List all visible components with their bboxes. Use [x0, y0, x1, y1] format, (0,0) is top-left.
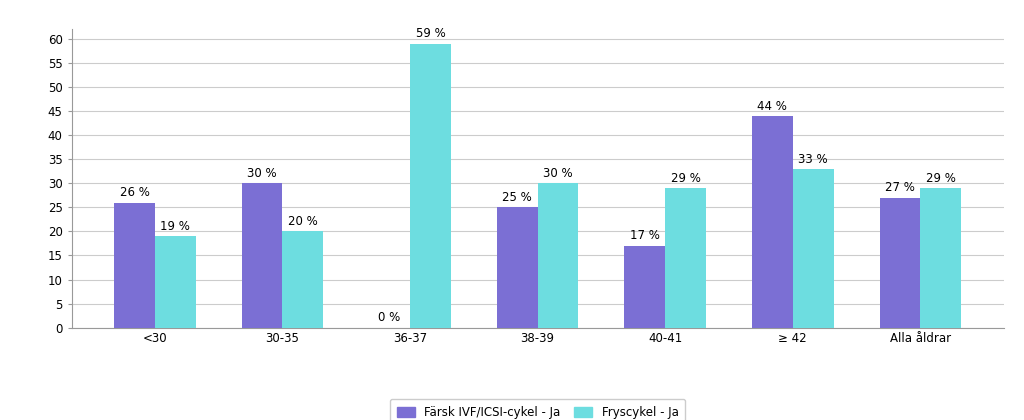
- Text: 20 %: 20 %: [288, 215, 317, 228]
- Text: 29 %: 29 %: [926, 172, 955, 185]
- Text: 59 %: 59 %: [416, 27, 445, 40]
- Text: 33 %: 33 %: [799, 152, 828, 165]
- Legend: Färsk IVF/ICSI-cykel - Ja, Fryscykel - Ja: Färsk IVF/ICSI-cykel - Ja, Fryscykel - J…: [390, 399, 685, 420]
- Bar: [538, 183, 579, 328]
- Bar: [921, 188, 962, 328]
- Bar: [666, 188, 706, 328]
- Text: 0 %: 0 %: [379, 311, 400, 324]
- Bar: [155, 236, 196, 328]
- Bar: [410, 44, 451, 328]
- Text: 29 %: 29 %: [671, 172, 700, 185]
- Bar: [793, 169, 834, 328]
- Text: 17 %: 17 %: [630, 229, 659, 242]
- Text: 26 %: 26 %: [120, 186, 150, 199]
- Text: 27 %: 27 %: [885, 181, 914, 194]
- Bar: [283, 231, 324, 328]
- Bar: [625, 246, 666, 328]
- Bar: [242, 183, 283, 328]
- Bar: [497, 207, 538, 328]
- Bar: [752, 116, 793, 328]
- Text: 19 %: 19 %: [161, 220, 190, 233]
- Text: 25 %: 25 %: [503, 191, 532, 204]
- Bar: [880, 198, 921, 328]
- Text: 30 %: 30 %: [543, 167, 572, 180]
- Text: 30 %: 30 %: [247, 167, 276, 180]
- Text: 44 %: 44 %: [758, 100, 787, 113]
- Bar: [114, 202, 155, 328]
